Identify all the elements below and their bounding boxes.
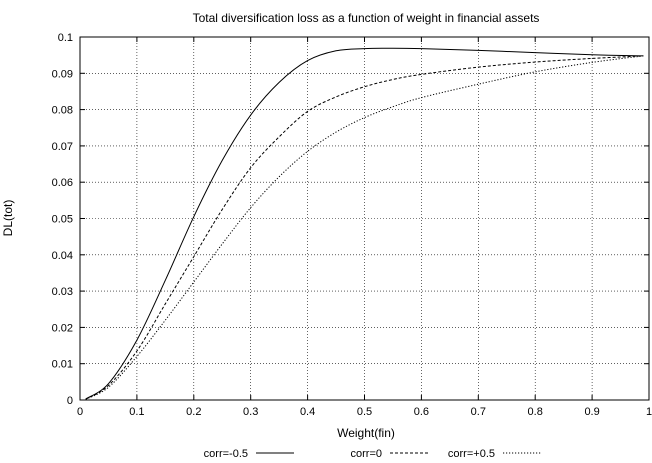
x-tick-label: 0.6 <box>414 406 429 418</box>
x-tick-label: 0.5 <box>357 406 372 418</box>
y-tick-label: 0.03 <box>52 286 73 298</box>
x-tick-label: 0.4 <box>300 406 315 418</box>
legend-label: corr=-0.5 <box>204 448 248 460</box>
x-tick-label: 0.8 <box>528 406 543 418</box>
x-tick-label: 0.2 <box>186 406 201 418</box>
x-tick-label: 0.9 <box>584 406 599 418</box>
series-line-2 <box>85 55 644 400</box>
x-axis-title: Weight(fin) <box>337 426 395 440</box>
x-tick-label: 0.3 <box>243 406 258 418</box>
y-tick-label: 0.06 <box>52 177 73 189</box>
y-tick-label: 0 <box>67 395 73 407</box>
y-tick-label: 0.07 <box>52 141 73 153</box>
x-tick-label: 1 <box>646 406 652 418</box>
axis-ticks: 0 0.1 0.2 0.3 0.4 0.5 0.6 0.7 0.8 0.9 1 0 0.01 0.02 0.… <box>52 32 652 418</box>
y-tick-label: 0.04 <box>52 250 73 262</box>
y-tick-label: 0.08 <box>52 105 73 117</box>
x-tick-label: 0.7 <box>471 406 486 418</box>
x-tick-label: 0 <box>77 406 83 418</box>
legend-label: corr=+0.5 <box>448 448 495 460</box>
chart-title: Total diversification loss as a function… <box>193 11 540 25</box>
y-tick-label: 0.01 <box>52 359 73 371</box>
y-tick-label: 0.09 <box>52 68 73 80</box>
y-axis-title: DL(tot) <box>1 200 15 237</box>
y-tick-label: 0.1 <box>58 32 73 44</box>
series-line-1 <box>85 47 644 400</box>
grid <box>80 37 649 400</box>
y-tick-label: 0.02 <box>52 322 73 334</box>
legend: corr=-0.5 corr=0 corr=+0.5 <box>204 448 541 460</box>
x-tick-label: 0.1 <box>129 406 144 418</box>
legend-label: corr=0 <box>351 448 383 460</box>
series-lines <box>85 47 644 400</box>
y-tick-label: 0.05 <box>52 214 73 226</box>
series-line-3 <box>85 55 644 400</box>
